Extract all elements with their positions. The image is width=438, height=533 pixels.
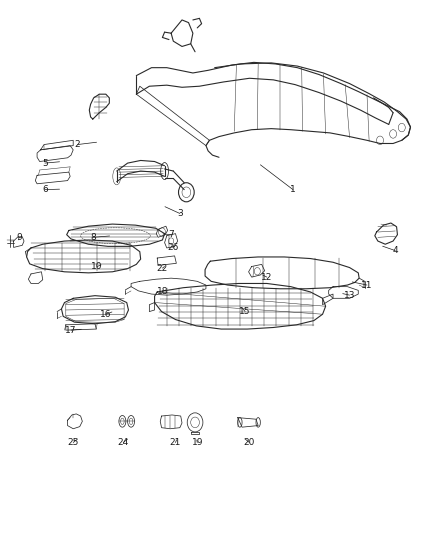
Text: 26: 26 bbox=[168, 244, 179, 253]
Text: 7: 7 bbox=[168, 230, 174, 239]
Text: 19: 19 bbox=[191, 438, 203, 447]
Text: 3: 3 bbox=[177, 209, 183, 218]
Text: 25: 25 bbox=[67, 438, 79, 447]
Text: 20: 20 bbox=[244, 438, 255, 447]
Text: 22: 22 bbox=[157, 264, 168, 272]
Text: 21: 21 bbox=[170, 438, 181, 447]
Text: 24: 24 bbox=[118, 438, 129, 447]
Text: 5: 5 bbox=[42, 159, 48, 167]
Text: 12: 12 bbox=[261, 272, 272, 281]
Text: 1: 1 bbox=[290, 185, 296, 194]
Text: 17: 17 bbox=[65, 326, 77, 335]
Text: 9: 9 bbox=[16, 233, 21, 242]
Text: 13: 13 bbox=[344, 290, 355, 300]
Text: 16: 16 bbox=[100, 310, 112, 319]
Text: 11: 11 bbox=[361, 280, 373, 289]
Text: 18: 18 bbox=[157, 287, 168, 296]
Text: 15: 15 bbox=[239, 307, 251, 316]
Text: 2: 2 bbox=[75, 140, 80, 149]
Text: 6: 6 bbox=[42, 185, 48, 194]
Text: 4: 4 bbox=[392, 246, 398, 255]
Text: 10: 10 bbox=[92, 262, 103, 271]
Text: 8: 8 bbox=[90, 233, 95, 242]
